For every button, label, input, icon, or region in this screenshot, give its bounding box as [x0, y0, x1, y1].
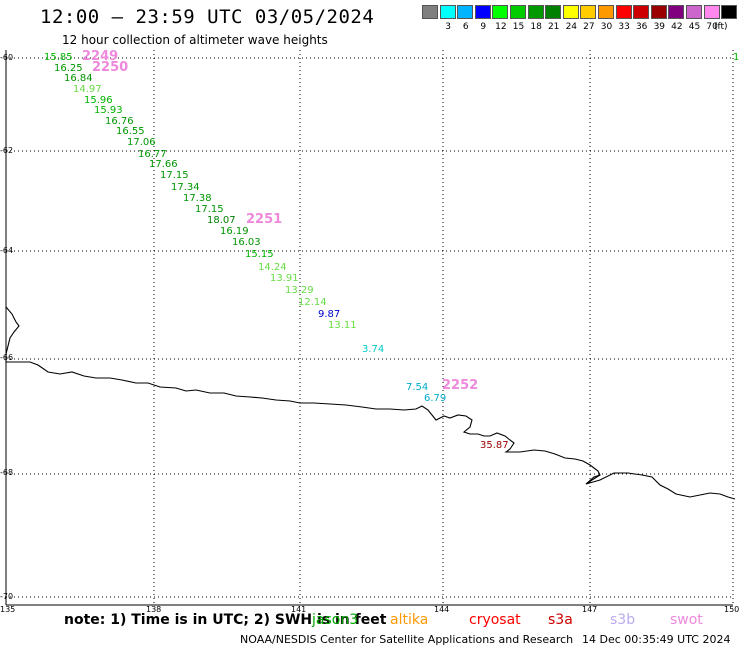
lon-label-138: 138: [146, 605, 162, 614]
wave-height-label: 15.85: [44, 52, 73, 63]
legend-label: 15: [512, 22, 525, 32]
legend-swatch: [580, 5, 597, 19]
legend-swatch: [633, 5, 650, 19]
legend-swatch: [686, 5, 702, 19]
legend-swatch: [562, 5, 579, 19]
legend-label: 33: [618, 22, 630, 32]
wave-height-label: 13.91: [270, 273, 299, 284]
wave-height-label: 7.54: [406, 382, 429, 393]
legend-label: 3: [445, 22, 451, 32]
wave-height-label: 17.66: [149, 159, 178, 170]
legend-label: 9: [480, 22, 487, 32]
wave-height-label: 16.84: [64, 73, 93, 84]
pass-time-tag: 2252: [442, 378, 479, 393]
pass-time-tag: 2251: [246, 212, 283, 227]
wave-height-label: 15.96: [84, 95, 113, 106]
legend-label: 24: [565, 22, 578, 32]
legend-label: 27: [583, 22, 595, 32]
credit-line: NOAA/NESDIS Center for Satellite Applica…: [240, 633, 574, 646]
legend-label: 42: [671, 22, 683, 32]
wave-height-label: 3.74: [362, 344, 385, 355]
legend-swatch: [457, 5, 474, 19]
legend-unit: (ft): [714, 22, 728, 32]
legend-label: 18: [530, 22, 542, 32]
legend-swatch: [703, 5, 720, 19]
wave-height-label: 17.15: [160, 170, 189, 181]
wave-height-label: 1: [733, 52, 740, 63]
graticule: [6, 50, 734, 605]
wave-height-label: 12.14: [298, 297, 327, 308]
legend-swatch: [527, 5, 544, 19]
legend-swatch: [650, 5, 667, 19]
lat-label-68: -68: [0, 468, 14, 477]
legend-swatch: [721, 5, 738, 19]
wave-height-label: 6.79: [424, 393, 447, 404]
pass-time-tag: 2249: [82, 49, 119, 64]
wave-height-label: 9.87: [318, 309, 341, 320]
wave-height-label: 15.93: [94, 105, 123, 116]
legend-swatch: [598, 5, 614, 19]
legend-swatch: [439, 5, 456, 19]
legend-swatch: [492, 5, 509, 19]
lon-label-150: 150: [724, 605, 740, 614]
mission-swot: swot: [670, 612, 703, 628]
lon-label-147: 147: [582, 605, 598, 614]
map-subtitle: 12 hour collection of altimeter wave hei…: [62, 33, 328, 47]
wave-height-label: 17.34: [171, 182, 200, 193]
legend-label: 45: [688, 22, 701, 32]
legend-swatch: [510, 5, 526, 19]
lon-label-144: 144: [434, 605, 450, 614]
lat-label-64: -64: [0, 246, 14, 255]
coastline-antarctica: [5, 306, 736, 500]
wave-height-label: 17.15: [195, 204, 224, 215]
wave-height-label: 14.97: [73, 84, 102, 95]
mission-s3a: s3a: [548, 612, 573, 628]
lon-label-135: 135: [0, 605, 16, 614]
mission-s3b: s3b: [610, 612, 636, 628]
mission-cryosat: cryosat: [469, 612, 521, 628]
mission-altika: altika: [390, 612, 429, 628]
wave-height-label: 13.11: [328, 320, 357, 331]
lat-label-62: -62: [0, 146, 14, 155]
legend-label: 39: [653, 22, 666, 32]
lat-label-60: -60: [0, 53, 14, 62]
mission-jason3: jason3: [312, 612, 359, 628]
wave-height-label: 15.15: [245, 249, 274, 260]
lat-label-66: -66: [0, 353, 14, 362]
legend-swatch: [615, 5, 632, 19]
wave-height-label: 16.55: [116, 126, 145, 137]
footer-note: note: 1) Time is in UTC; 2) SWH is in fe…: [64, 612, 387, 628]
legend-swatch: [474, 5, 491, 19]
pass-time-tag: 2250: [92, 60, 129, 75]
legend-swatch: [422, 5, 438, 19]
lat-label-70: -70: [0, 592, 14, 601]
legend-label: 6: [462, 22, 469, 32]
coastline-antarctica-east: [585, 474, 601, 485]
wave-height-label: 16.76: [105, 116, 134, 127]
generated-timestamp: 14 Dec 00:35:49 UTC 2024: [582, 633, 731, 646]
wave-height-label: 16.03: [232, 237, 261, 248]
wave-height-label: 16.19: [220, 226, 249, 237]
legend-swatch: [545, 5, 562, 19]
wave-height-label: 16.25: [54, 63, 83, 74]
legend-label: 30: [600, 22, 613, 32]
wave-height-label: 17.38: [183, 193, 212, 204]
wave-height-label: 35.87: [480, 440, 509, 451]
legend-swatch: [668, 5, 685, 19]
legend-label: 12: [495, 22, 507, 32]
lon-label-141: 141: [291, 605, 307, 614]
wave-height-label: 13.29: [285, 285, 314, 296]
legend-label: 21: [547, 22, 560, 32]
wave-height-label: 16.77: [138, 149, 167, 160]
legend-label: 70: [706, 22, 718, 32]
legend-label: 36: [635, 22, 648, 32]
map-title: 12:00 – 23:59 UTC 03/05/2024: [40, 6, 375, 28]
wave-height-label: 14.24: [258, 262, 287, 273]
wave-height-label: 18.07: [207, 215, 236, 226]
wave-height-label: 17.06: [127, 137, 156, 148]
